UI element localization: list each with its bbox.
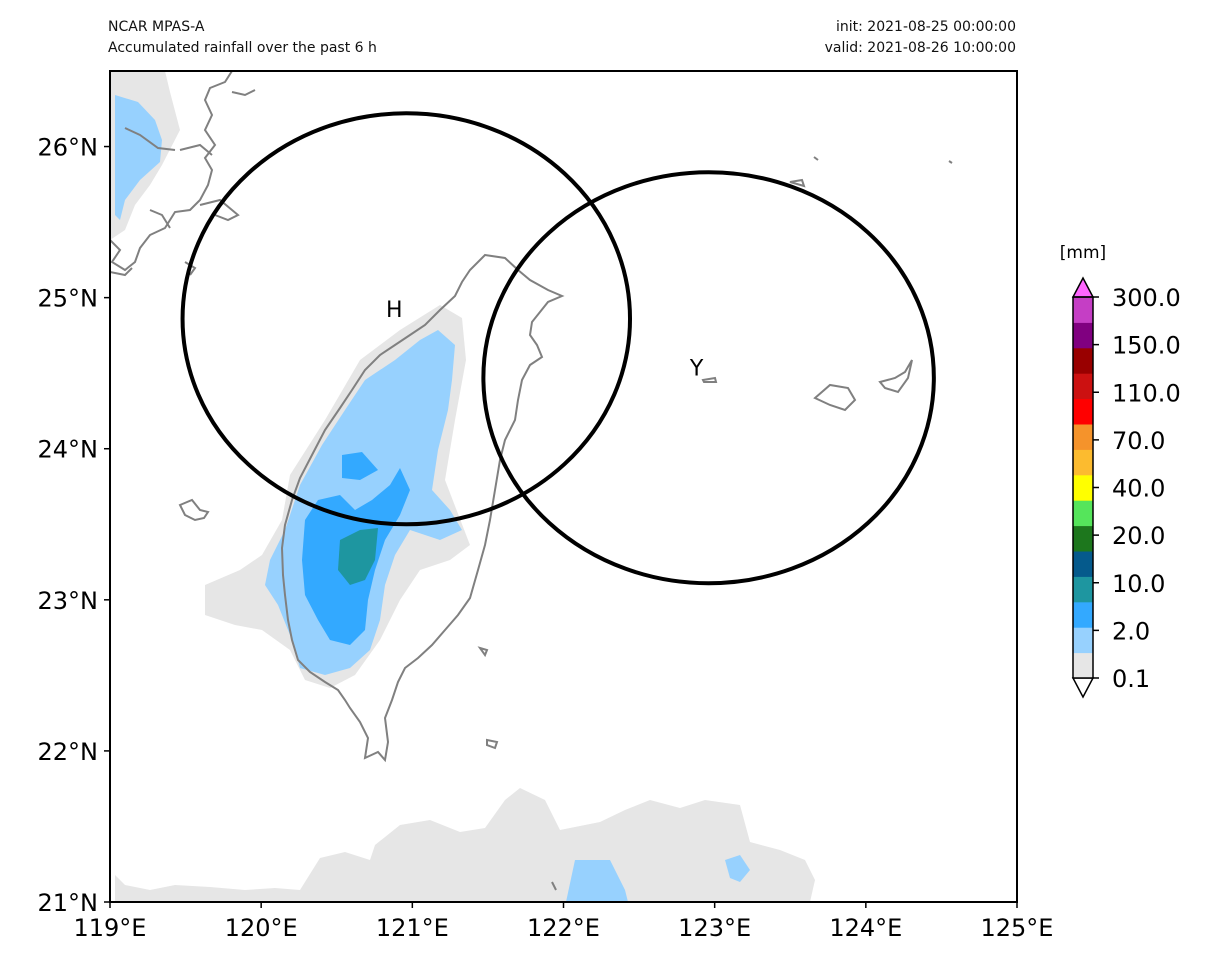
colorbar-tick-label: 70.0 [1112,427,1165,455]
init-time: init: 2021-08-25 00:00:00 [836,19,1016,35]
islet-5 [948,160,953,164]
colorbar-tick-label: 0.1 [1112,665,1150,693]
marker-label-h: H [386,298,403,323]
islet-4 [813,156,819,161]
colorbar-unit-label: [mm] [1060,243,1106,263]
rain-area-2mm-south-2 [725,855,750,882]
colorbar-segment [1073,627,1093,654]
colorbar-segment [1073,347,1093,374]
china-coastline [110,71,256,277]
longitude-axis: 119°E 120°E 121°E 122°E 123°E 124°E 125°E [74,902,1054,942]
map-background [110,71,1017,902]
colorbar-segment [1073,297,1093,323]
taiwan-coastline [280,253,565,763]
colorbar-segments [1071,276,1095,699]
colorbar-tick-label: 150.0 [1112,332,1181,360]
colorbar-segment [1073,373,1093,400]
colorbar-segment [1073,652,1093,679]
lat-tick-label: 25°N [38,285,99,313]
lat-tick-label: 21°N [38,889,99,917]
colorbar-segment [1073,525,1093,552]
colorbar-segment [1073,601,1093,628]
islet-6 [551,881,557,891]
rain-area-2mm-northwest [115,95,162,220]
ryukyu-coastline-2 [878,359,913,394]
colorbar-tick-label: 40.0 [1112,475,1165,503]
colorbar: [mm] 0.1 2.0 10.0 20.0 40.0 70.0 110.0 150.0 300… [1060,243,1181,699]
colorbar-tick-label: 300.0 [1112,284,1181,312]
colorbar-segment [1073,474,1093,501]
islet-1 [477,646,489,658]
lat-tick-label: 24°N [38,436,99,464]
lon-tick-label: 124°E [829,914,902,942]
lon-tick-label: 121°E [376,914,449,942]
islet-3 [789,178,806,188]
lat-tick-label: 26°N [38,134,99,162]
colorbar-tick-label: 110.0 [1112,379,1181,407]
lat-tick-label: 23°N [38,587,99,615]
rain-area-10mm [338,528,378,585]
colorbar-segment [1073,551,1093,577]
colorbar-segment [1073,322,1093,349]
valid-time: valid: 2021-08-26 10:00:00 [824,40,1016,56]
lon-tick-label: 122°E [527,914,600,942]
rain-area-0.1mm-south [115,788,815,902]
colorbar-extend-low [1071,677,1095,699]
colorbar-segment [1073,500,1093,527]
lon-tick-label: 125°E [981,914,1054,942]
map-panel: HY 119°E 120°E 121°E 122°E 123°E 124°E 125°E 2… [38,70,1054,942]
model-name: NCAR MPAS-A [108,19,205,35]
colorbar-extend-high [1071,276,1095,298]
rain-area-2mm-south-1 [566,860,628,902]
coastlines [110,71,953,891]
lon-tick-label: 119°E [74,914,147,942]
colorbar-segment [1073,576,1093,603]
plot-description: Accumulated rainfall over the past 6 h [108,40,377,56]
latitude-axis: 21°N 22°N 23°N 24°N 25°N 26°N [38,134,110,917]
penghu-coastline [178,498,210,522]
colorbar-tick-label: 20.0 [1112,522,1165,550]
marker-label-y: Y [689,357,704,382]
colorbar-segment [1073,449,1093,476]
colorbar-ticks: 0.1 2.0 10.0 20.0 40.0 70.0 110.0 150.0 300.0 [1093,284,1181,693]
ryukyu-coastline-1 [813,383,857,412]
rain-area-5mm-spot [342,452,378,480]
marker-layer: HY [180,111,936,586]
lon-tick-label: 120°E [225,914,298,942]
colorbar-segment [1073,398,1093,425]
marker-circle-h [180,111,633,527]
colorbar-tick-label: 2.0 [1112,617,1150,645]
islet-2 [486,738,499,750]
colorbar-tick-label: 10.0 [1112,570,1165,598]
lon-tick-label: 123°E [678,914,751,942]
lat-tick-label: 22°N [38,738,99,766]
marker-circle-y [481,170,936,586]
ryukyu-coastline-3 [701,376,718,383]
colorbar-segment [1073,424,1093,450]
